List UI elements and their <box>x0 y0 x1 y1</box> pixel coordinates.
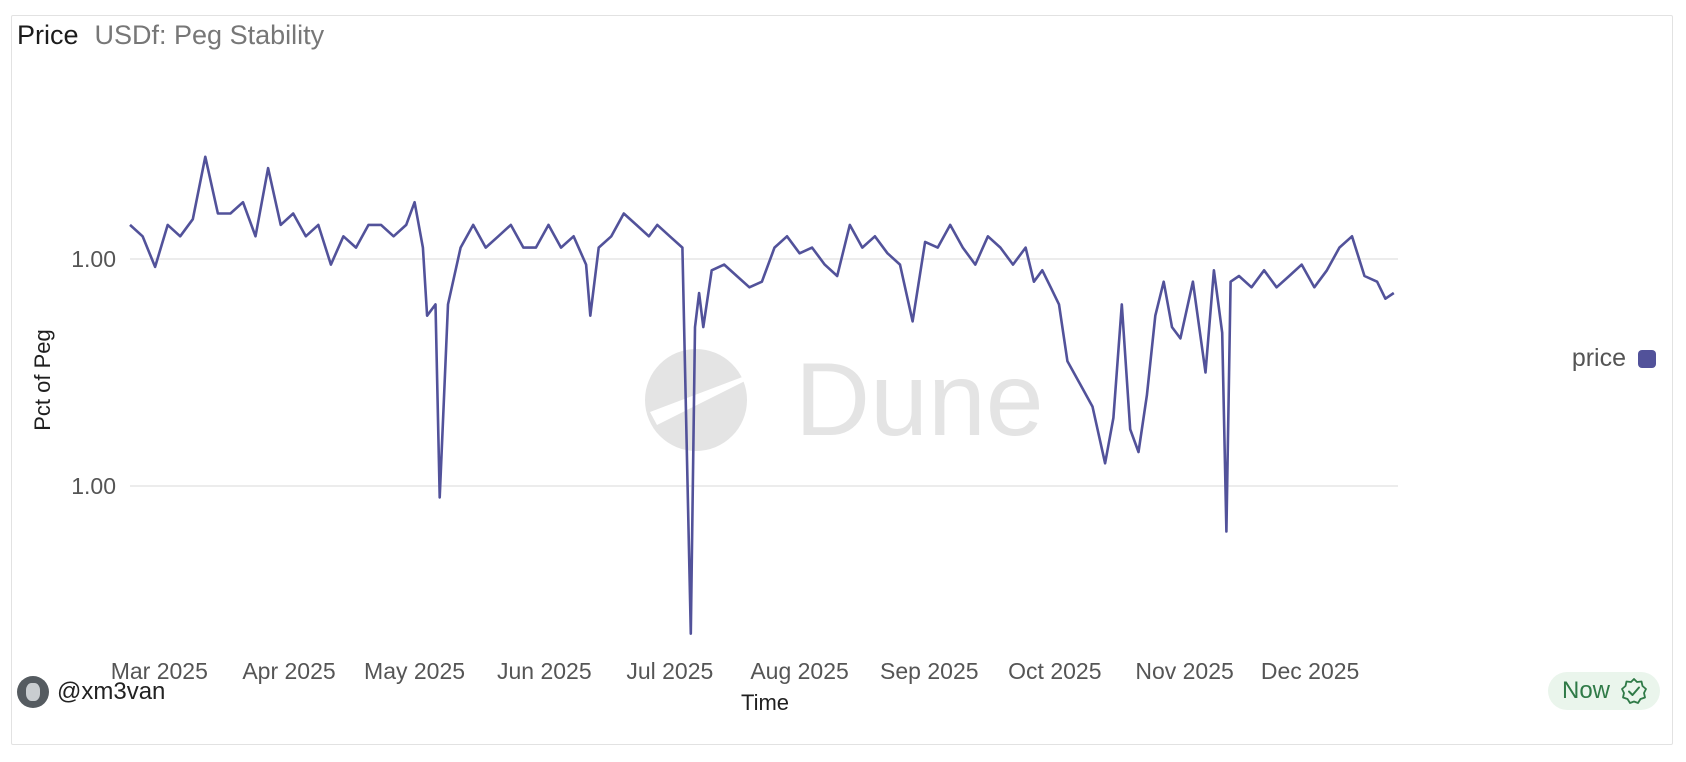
x-axis-label: Time <box>741 690 789 715</box>
x-tick-label: Oct 2025 <box>1008 658 1101 684</box>
chart-header: Price USDf: Peg Stability <box>17 20 324 51</box>
y-tick-label: 1.00 <box>71 473 116 499</box>
verified-check-icon <box>1621 678 1647 704</box>
dune-watermark: Dune <box>645 342 1044 458</box>
status-label: Now <box>1561 677 1610 704</box>
x-tick-label: Aug 2025 <box>750 658 848 684</box>
x-tick-label: May 2025 <box>364 658 465 684</box>
avatar[interactable] <box>17 676 49 708</box>
author-info[interactable]: @xm3van <box>17 676 165 708</box>
x-tick-label: Jun 2025 <box>497 658 592 684</box>
status-badge: Now <box>1547 672 1660 710</box>
y-tick-label: 1.00 <box>71 246 116 272</box>
y-axis-label: Pct of Peg <box>30 329 55 431</box>
x-tick-label: Nov 2025 <box>1135 658 1233 684</box>
x-tick-label: Dec 2025 <box>1261 658 1359 684</box>
author-name[interactable]: @xm3van <box>57 678 166 705</box>
chart-card <box>11 15 1673 745</box>
x-tick-label: Jul 2025 <box>626 658 713 684</box>
x-tick-label: Mar 2025 <box>111 658 208 684</box>
chart-title: Price <box>17 20 79 50</box>
watermark-text: Dune <box>795 342 1044 458</box>
dune-logo-stripe <box>650 376 745 425</box>
x-tick-label: Apr 2025 <box>242 658 335 684</box>
x-tick-label: Sep 2025 <box>880 658 978 684</box>
legend-swatch-price <box>1638 349 1656 368</box>
legend-label-price: price <box>1571 344 1626 372</box>
chart-legend[interactable]: price <box>1572 344 1656 373</box>
chart-subtitle: USDf: Peg Stability <box>94 20 325 50</box>
series-line-price[interactable] <box>129 155 1395 635</box>
